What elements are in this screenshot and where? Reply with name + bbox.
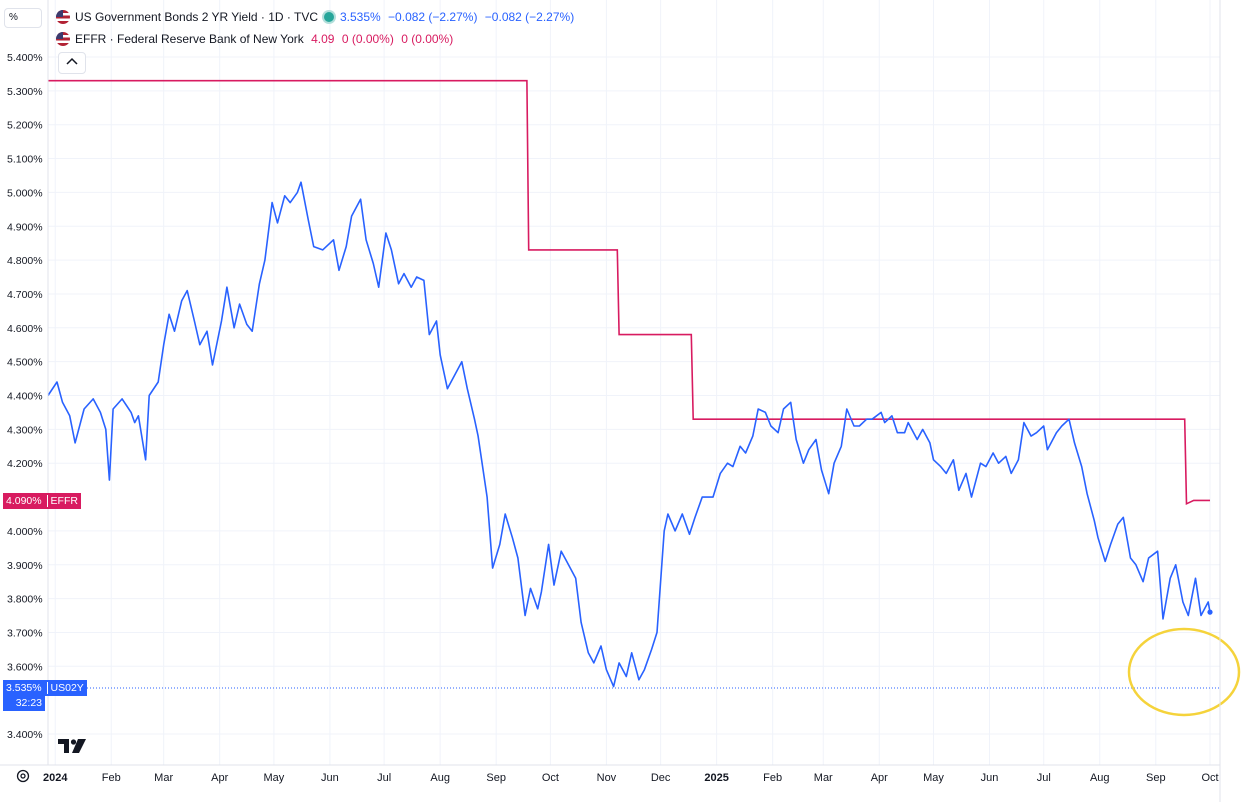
y-tick-label: 4.600% <box>7 323 43 335</box>
x-tick-label: Jul <box>1037 772 1051 784</box>
x-tick-label: Mar <box>814 772 833 784</box>
legend-effr-change: 0 (0.00%) <box>341 32 394 46</box>
y-tick-label: 4.000% <box>7 526 43 538</box>
y-tick-label: 4.500% <box>7 357 43 369</box>
legend-us02y-value: 3.535% <box>340 10 381 24</box>
x-tick-label: 2024 <box>43 772 68 784</box>
legend-effr-title: EFFR · Federal Reserve Bank of New York <box>75 32 304 46</box>
us02y-series-line <box>47 181 1211 688</box>
countdown-value: 32:23 <box>15 697 42 709</box>
us-flag-icon <box>56 10 70 24</box>
chevron-up-icon <box>66 57 78 65</box>
y-tick-label: 5.100% <box>7 154 43 166</box>
y-tick-label: 5.300% <box>7 86 43 98</box>
us02y-price-tag-name: US02Y <box>46 682 84 694</box>
legend-us02y[interactable]: US Government Bonds 2 YR Yield · 1D · TV… <box>56 10 574 24</box>
y-tick-label: 3.700% <box>7 627 43 639</box>
us02y-price-tag: 3.535% US02Y <box>3 680 87 696</box>
y-tick-label: 3.900% <box>7 560 43 572</box>
effr-price-tag: 4.090% EFFR <box>3 493 81 509</box>
x-tick-label: Jun <box>981 772 999 784</box>
x-tick-label: Aug <box>1090 772 1110 784</box>
effr-price-tag-value: 4.090% <box>6 495 42 507</box>
x-tick-label: Apr <box>871 772 888 784</box>
x-tick-label: Apr <box>211 772 228 784</box>
y-tick-label: 5.000% <box>7 187 43 199</box>
settings-gear-icon[interactable] <box>16 769 30 783</box>
x-tick-label: Aug <box>430 772 450 784</box>
x-tick-label: Sep <box>486 772 506 784</box>
x-tick-label: Feb <box>763 772 782 784</box>
x-axis: 2024 Feb Mar Apr May Jun Jul Aug Sep Oct Nov Dec 202… <box>43 772 1219 784</box>
legend-collapse-button[interactable] <box>58 52 86 74</box>
x-tick-label: 2025 <box>704 772 728 784</box>
x-tick-label: May <box>264 772 285 784</box>
effr-price-tag-name: EFFR <box>46 495 78 507</box>
highlight-circle <box>1127 627 1241 717</box>
countdown-tag: 32:23 <box>3 695 45 711</box>
y-tick-label: 4.300% <box>7 424 43 436</box>
x-tick-label: Jul <box>377 772 391 784</box>
legend-effr[interactable]: EFFR · Federal Reserve Bank of New York … <box>56 32 453 46</box>
x-tick-label: Mar <box>154 772 173 784</box>
legend-us02y-title: US Government Bonds 2 YR Yield · 1D · TV… <box>75 10 318 24</box>
legend-us02y-change: −0.082 (−2.27%) <box>388 10 478 24</box>
y-tick-label: 4.800% <box>7 255 43 267</box>
x-tick-label: Oct <box>542 772 559 784</box>
us02y-price-tag-value: 3.535% <box>6 682 42 694</box>
us02y-last-point <box>1207 609 1213 615</box>
y-tick-label: 4.400% <box>7 391 43 403</box>
legend-effr-value: 4.09 <box>311 32 335 46</box>
y-axis: 5.400% 5.300% 5.200% 5.100% 5.000% 4.900% 4.80… <box>7 52 43 741</box>
y-tick-label: 4.700% <box>7 289 43 301</box>
us-flag-icon <box>56 32 70 46</box>
x-tick-label: May <box>923 772 944 784</box>
y-tick-label: 3.600% <box>7 661 43 673</box>
unit-selector[interactable]: % <box>4 8 42 28</box>
tradingview-logo-icon <box>58 739 86 753</box>
x-tick-label: Oct <box>1201 772 1218 784</box>
x-tick-label: Nov <box>597 772 617 784</box>
y-tick-label: 5.200% <box>7 120 43 132</box>
effr-series-line <box>48 79 1210 506</box>
y-tick-label: 4.900% <box>7 221 43 233</box>
market-status-icon <box>324 12 334 22</box>
x-tick-label: Sep <box>1146 772 1166 784</box>
legend-us02y-change-2: −0.082 (−2.27%) <box>484 10 575 24</box>
y-tick-label: 3.800% <box>7 594 43 606</box>
x-tick-label: Jun <box>321 772 339 784</box>
legend-effr-change-2: 0 (0.00%) <box>401 32 454 46</box>
y-tick-label: 5.400% <box>7 52 43 64</box>
x-tick-label: Dec <box>651 772 671 784</box>
grid <box>48 0 1220 765</box>
y-tick-label: 3.400% <box>7 729 43 741</box>
x-tick-label: Feb <box>102 772 121 784</box>
unit-label: % <box>9 12 18 23</box>
y-tick-label: 4.200% <box>7 458 43 470</box>
